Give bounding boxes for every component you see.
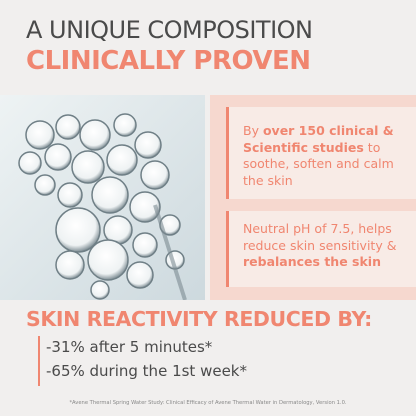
text: By — [243, 123, 263, 138]
results-heading: SKIN REACTIVITY REDUCED BY: — [26, 307, 372, 331]
footnote: *Avene Thermal Spring Water Study: Clini… — [69, 400, 347, 406]
text: Neutral pH of 7.5, helps reduce skin sen… — [243, 221, 397, 253]
text: to soothe, soften and calm the skin — [243, 139, 394, 188]
title: A UNIQUE COMPOSITION — [26, 16, 313, 44]
stat: -31% after 5 minutes* — [46, 338, 213, 356]
info-panel: By over 150 clinical & Scientific studie… — [210, 95, 416, 300]
stat: -65% during the 1st week* — [46, 362, 247, 380]
info-box: By over 150 clinical & Scientific studie… — [226, 107, 416, 199]
bold-text: rebalances the skin — [243, 254, 381, 269]
bubbles-image — [0, 95, 205, 300]
subtitle: CLINICALLY PROVEN — [26, 46, 311, 76]
accent-bar — [38, 336, 40, 386]
bold-text: over 150 clinical & Scientific studies — [243, 123, 394, 155]
info-box: Neutral pH of 7.5, helps reduce skin sen… — [226, 211, 416, 287]
